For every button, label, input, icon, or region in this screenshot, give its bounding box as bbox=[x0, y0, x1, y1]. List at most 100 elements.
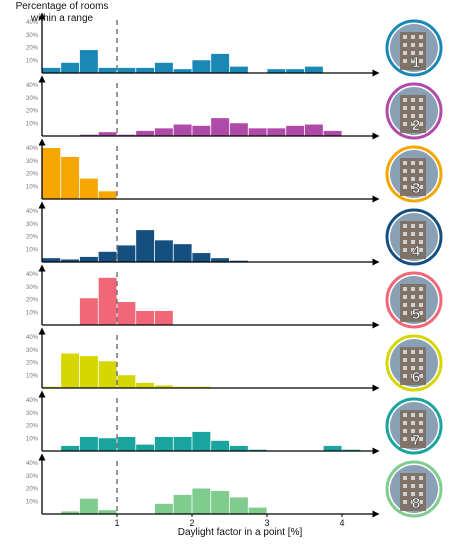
panel-number-label: 6 bbox=[412, 369, 420, 386]
y-tick-label: 40% bbox=[26, 146, 39, 152]
y-tick-label: 30% bbox=[26, 285, 39, 291]
y-tick-label: 30% bbox=[26, 222, 39, 228]
window-icon bbox=[419, 413, 423, 417]
panel-4: 10% 20% 30% 40% bbox=[26, 201, 380, 266]
panel-number-label: 1 bbox=[412, 54, 420, 71]
window-icon bbox=[411, 476, 415, 480]
panel-5: 10% 20% 30% 40% bbox=[26, 264, 380, 329]
window-icon bbox=[411, 98, 415, 102]
window-icon bbox=[411, 114, 415, 118]
bar bbox=[136, 67, 155, 73]
bar bbox=[211, 258, 230, 262]
window-icon bbox=[419, 51, 423, 55]
window-icon bbox=[419, 350, 423, 354]
window-icon bbox=[419, 59, 423, 63]
window-icon bbox=[411, 303, 415, 307]
window-icon bbox=[411, 35, 415, 39]
bar bbox=[211, 440, 230, 451]
bar bbox=[98, 132, 117, 136]
bar bbox=[98, 361, 117, 388]
y-tick-label: 20% bbox=[26, 361, 39, 367]
bar bbox=[79, 356, 98, 388]
window-icon bbox=[411, 413, 415, 417]
window-icon bbox=[411, 161, 415, 165]
window-icon bbox=[403, 374, 407, 378]
y-tick-label: 30% bbox=[26, 96, 39, 102]
window-icon bbox=[411, 240, 415, 244]
window-icon bbox=[411, 106, 415, 110]
bar bbox=[323, 445, 342, 451]
bar bbox=[79, 298, 98, 325]
bar bbox=[136, 130, 155, 136]
window-icon bbox=[419, 429, 423, 433]
bar bbox=[192, 431, 211, 451]
panel-3: 10% 20% 30% 40% bbox=[26, 138, 380, 203]
panel-7: 10% 20% 30% 40% bbox=[26, 390, 380, 455]
y-tick-label: 40% bbox=[26, 398, 39, 404]
window-icon bbox=[419, 287, 423, 291]
bar bbox=[42, 148, 61, 199]
window-icon bbox=[411, 311, 415, 315]
window-icon bbox=[419, 437, 423, 441]
window-icon bbox=[411, 59, 415, 63]
window-icon bbox=[419, 224, 423, 228]
window-icon bbox=[419, 122, 423, 126]
y-tick-label: 20% bbox=[26, 46, 39, 52]
window-icon bbox=[419, 311, 423, 315]
window-icon bbox=[403, 303, 407, 307]
window-icon bbox=[411, 224, 415, 228]
x-axis-label: Daylight factor in a point [%] bbox=[177, 527, 303, 538]
window-icon bbox=[411, 500, 415, 504]
window-icon bbox=[403, 98, 407, 102]
bar bbox=[117, 67, 136, 73]
bar bbox=[267, 69, 286, 73]
bar bbox=[192, 125, 211, 136]
bar bbox=[248, 507, 267, 514]
y-tick-label: 10% bbox=[26, 184, 39, 190]
bar bbox=[211, 118, 230, 136]
window-icon bbox=[411, 358, 415, 362]
building-thumbnail-2: 2 bbox=[385, 82, 443, 140]
bar bbox=[192, 253, 211, 262]
building-thumbnail-8: 8 bbox=[385, 460, 443, 518]
panel-number-label: 3 bbox=[412, 180, 420, 197]
window-icon bbox=[403, 169, 407, 173]
window-icon bbox=[411, 122, 415, 126]
bar bbox=[136, 382, 155, 388]
y-tick-label: 30% bbox=[26, 348, 39, 354]
bar bbox=[229, 497, 248, 514]
bar bbox=[154, 62, 173, 73]
window-icon bbox=[411, 177, 415, 181]
bar bbox=[154, 436, 173, 451]
bar bbox=[61, 353, 80, 388]
y-tick-label: 30% bbox=[26, 474, 39, 480]
bar bbox=[229, 66, 248, 73]
y-tick-label: 40% bbox=[26, 335, 39, 341]
y-tick-label: 10% bbox=[26, 499, 39, 505]
y-tick-label: 30% bbox=[26, 411, 39, 417]
building-thumbnail-7: 7 bbox=[385, 397, 443, 455]
window-icon bbox=[403, 122, 407, 126]
x-tick-label: 1 bbox=[114, 518, 119, 528]
window-icon bbox=[419, 366, 423, 370]
window-icon bbox=[411, 484, 415, 488]
bar bbox=[286, 69, 305, 73]
bar bbox=[154, 310, 173, 325]
window-icon bbox=[411, 248, 415, 252]
bar bbox=[136, 310, 155, 325]
window-icon bbox=[419, 43, 423, 47]
bar bbox=[154, 385, 173, 388]
window-icon bbox=[419, 358, 423, 362]
y-tick-label: 20% bbox=[26, 172, 39, 178]
window-icon bbox=[403, 366, 407, 370]
thumbnails-group: 1 2 3 4 5 6 7 8 bbox=[385, 19, 443, 518]
chart-title: Percentage of rooms within a range bbox=[15, 1, 109, 24]
y-tick-label: 10% bbox=[26, 247, 39, 253]
window-icon bbox=[403, 177, 407, 181]
y-tick-label: 40% bbox=[26, 272, 39, 278]
bar bbox=[248, 128, 267, 136]
window-icon bbox=[403, 51, 407, 55]
bar bbox=[173, 69, 192, 73]
panel-8: 10% 20% 30% 40% bbox=[26, 453, 380, 518]
